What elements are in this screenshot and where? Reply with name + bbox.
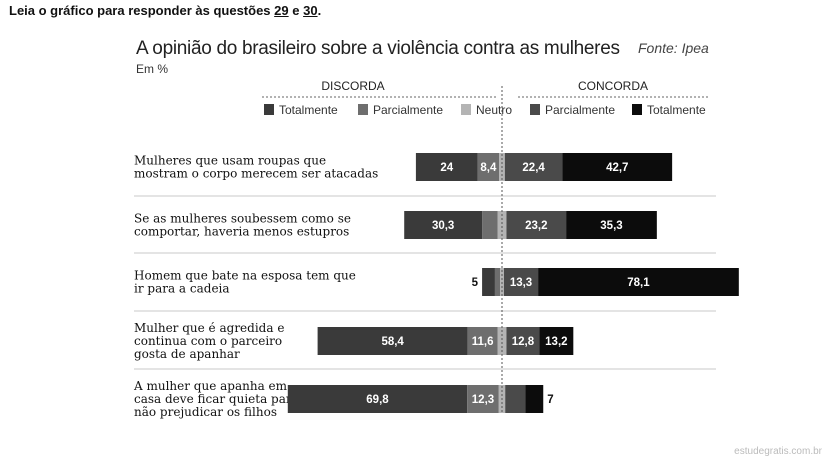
legend-concorda-parcialmente-swatch — [530, 104, 540, 115]
question-header: Leia o gráfico para responder às questõe… — [9, 3, 322, 18]
legend-neutro-swatch — [461, 104, 471, 115]
legend-neutro-label: Neutro — [476, 103, 512, 117]
question-30-ref: 30 — [303, 3, 318, 18]
data-label: 13,3 — [510, 277, 532, 289]
category-label: Mulher que é agredida e — [134, 321, 284, 335]
category-label: ir para a cadeia — [134, 282, 230, 296]
data-label: 58,4 — [381, 336, 404, 348]
group-label-discorda: DISCORDA — [321, 79, 384, 93]
bar-discorda-parcialmente — [467, 327, 498, 355]
bar-discorda-parcialmente — [467, 385, 499, 413]
legend-concorda-totalmente-swatch — [632, 104, 642, 115]
category-label: gosta de apanhar — [134, 347, 240, 361]
question-29-ref: 29 — [274, 3, 289, 18]
legend-concorda-totalmente-label: Totalmente — [647, 103, 706, 117]
data-label: 5 — [472, 277, 479, 289]
bar-discorda-totalmente — [482, 268, 495, 296]
bar-concorda-totalmente — [566, 211, 657, 239]
chart-row-2: Se as mulheres soubessem como secomporta… — [134, 211, 657, 239]
data-label: 78,1 — [627, 277, 650, 289]
chart-source: Fonte: Ipea — [638, 40, 709, 56]
category-label: não prejudicar os filhos — [134, 405, 277, 419]
data-label: 7 — [547, 394, 553, 406]
bar-discorda-parcialmente — [477, 153, 500, 181]
category-label: continua com o parceiro — [134, 334, 282, 348]
data-label: 30,3 — [432, 220, 454, 232]
chart-subtitle: Em % — [136, 62, 169, 76]
category-label: Homem que bate na esposa tem que — [134, 269, 356, 283]
legend-discorda-parcialmente-swatch — [358, 104, 368, 115]
bar-neutro — [497, 327, 507, 355]
bar-concorda-parcialmente — [506, 327, 540, 355]
data-label: 8,4 — [480, 162, 497, 174]
watermark: estudegratis.com.br — [734, 446, 822, 457]
bar-discorda-totalmente — [415, 153, 478, 181]
legend-concorda-parcialmente-label: Parcialmente — [545, 103, 615, 117]
category-label: Se as mulheres soubessem como se — [134, 212, 351, 226]
bar-concorda-parcialmente — [506, 211, 567, 239]
data-label: 69,8 — [366, 394, 389, 406]
data-label: 12,8 — [512, 336, 535, 348]
data-label: 24 — [440, 162, 453, 174]
bar-neutro — [497, 211, 507, 239]
bar-discorda-parcialmente — [494, 268, 501, 296]
category-label: comportar, haveria menos estupros — [134, 225, 349, 239]
legend-discorda-totalmente-label: Totalmente — [279, 103, 338, 117]
bar-concorda-totalmente — [538, 268, 739, 296]
data-label: 22,4 — [522, 162, 545, 174]
bar-concorda-parcialmente — [505, 385, 526, 413]
data-label: 12,3 — [472, 394, 494, 406]
category-label: casa deve ficar quieta para — [134, 392, 299, 406]
group-labels: DISCORDA CONCORDA — [262, 79, 710, 98]
bar-concorda-totalmente — [539, 327, 574, 355]
bar-concorda-parcialmente — [504, 153, 563, 181]
bar-discorda-totalmente — [404, 211, 483, 239]
data-label: 11,6 — [472, 336, 494, 348]
group-label-concorda: CONCORDA — [578, 79, 648, 93]
data-label: 13,2 — [545, 336, 567, 348]
category-label: A mulher que apanha em — [133, 379, 288, 393]
legend-discorda-totalmente-swatch — [264, 104, 274, 115]
legend-discorda-parcialmente-label: Parcialmente — [373, 103, 443, 117]
bar-concorda-totalmente — [562, 153, 673, 181]
bar-concorda-totalmente — [525, 385, 544, 413]
category-label: Mulheres que usam roupas que — [134, 154, 326, 168]
bar-discorda-parcialmente — [482, 211, 498, 239]
data-label: 35,3 — [600, 220, 622, 232]
chart-title: A opinião do brasileiro sobre a violênci… — [136, 38, 620, 59]
bar-discorda-totalmente — [317, 327, 468, 355]
category-label: mostram o corpo merecem ser atacadas — [134, 167, 378, 181]
bar-concorda-parcialmente — [503, 268, 539, 296]
data-label: 42,7 — [606, 162, 628, 174]
data-label: 23,2 — [525, 220, 547, 232]
bar-discorda-totalmente — [287, 385, 468, 413]
chart-legend: Totalmente Parcialmente Neutro Parcialmente… — [264, 103, 706, 117]
